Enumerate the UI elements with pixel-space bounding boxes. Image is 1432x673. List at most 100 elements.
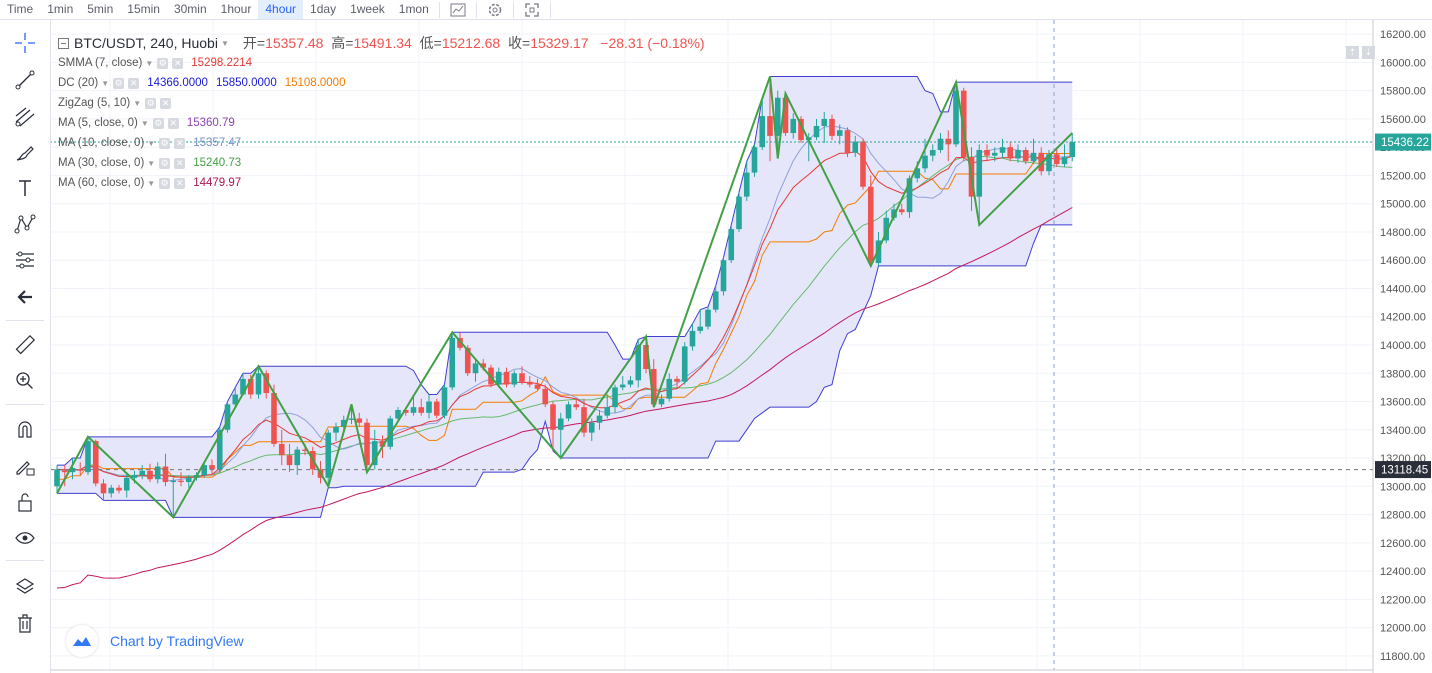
smma-line (56, 150, 1073, 478)
tf-5min[interactable]: 5min (87, 2, 114, 16)
indicator-name[interactable]: MA (10, close, 0) (58, 137, 145, 149)
tf-15min[interactable]: 15min (127, 2, 160, 16)
candle-body (147, 470, 153, 480)
candle-body (705, 309, 711, 327)
tf-30min[interactable]: 30min (173, 2, 207, 16)
settings-icon[interactable]: ⚙ (157, 57, 169, 69)
candle-body (929, 150, 936, 156)
forecast-icon[interactable] (10, 245, 40, 275)
scale-up-icon[interactable]: ⇡ (1346, 46, 1359, 59)
candle (1069, 133, 1076, 162)
candle (395, 407, 401, 422)
candle (263, 370, 270, 399)
close-label: 收= (508, 35, 531, 51)
lock-icon[interactable] (10, 487, 40, 517)
donchian-lower-line (57, 224, 1073, 518)
close-icon[interactable]: ✕ (174, 157, 186, 169)
timeframe-bar: Time 1min 5min 15min 30min 1hour 4hour 1… (0, 0, 1432, 20)
trash-icon[interactable] (10, 608, 40, 638)
pattern-icon[interactable] (10, 209, 40, 239)
tf-4hour[interactable]: 4hour (258, 0, 304, 19)
price-axis[interactable]: 11800.00 12000.00 12200.00 12400.00 12600.00… (1380, 29, 1426, 663)
candle (92, 439, 99, 487)
indicator-value: 15357.47 (193, 137, 242, 149)
close-icon[interactable]: ✕ (172, 57, 184, 69)
symbol-title[interactable]: BTC/USDT, 240, Huobi (74, 35, 218, 51)
indicator-row: MA (30, close, 0) ▼ ⚙ ✕ 15240.73 (58, 153, 705, 173)
indicator-name[interactable]: DC (20) (58, 77, 99, 89)
candle (426, 394, 432, 419)
candle-body (123, 477, 130, 491)
settings-icon[interactable] (480, 0, 510, 19)
close-icon[interactable]: ✕ (174, 137, 186, 149)
tf-1hour[interactable]: 1hour (220, 2, 252, 16)
candle-body (340, 419, 347, 427)
tf-1day[interactable]: 1day (310, 2, 337, 16)
indicator-name[interactable]: ZigZag (5, 10) (58, 97, 131, 109)
brush-icon[interactable] (10, 138, 40, 168)
collapse-icon[interactable] (58, 37, 69, 49)
indicator-value: 15850.0000 (215, 77, 277, 89)
chevron-down-icon[interactable]: ▼ (101, 78, 110, 88)
close-icon[interactable]: ✕ (128, 77, 140, 89)
chevron-down-icon[interactable]: ▼ (133, 98, 142, 108)
candle-body (759, 116, 766, 148)
candle-body (224, 404, 231, 430)
eye-icon[interactable] (10, 523, 40, 553)
candle (867, 175, 874, 266)
fib-icon[interactable] (10, 102, 40, 132)
chevron-down-icon[interactable]: ▼ (147, 138, 156, 148)
candle (705, 306, 711, 330)
settings-icon[interactable]: ⚙ (159, 177, 171, 189)
chart-style-icon[interactable] (443, 0, 473, 19)
chevron-down-icon[interactable]: ▼ (147, 178, 156, 188)
price-tick-label: 15000.00 (1380, 199, 1426, 211)
candle (712, 285, 719, 313)
candle (534, 378, 541, 391)
lock-drawing-icon[interactable] (10, 451, 40, 481)
magnet-icon[interactable] (10, 415, 40, 445)
indicator-name[interactable]: SMMA (7, close) (58, 57, 143, 69)
settings-icon[interactable]: ⚙ (159, 137, 171, 149)
candle-body (542, 388, 549, 405)
settings-icon[interactable]: ⚙ (113, 77, 125, 89)
scale-down-icon[interactable]: ⇣ (1362, 46, 1375, 59)
chevron-down-icon[interactable]: ▼ (145, 58, 154, 68)
candle (813, 118, 820, 141)
close-icon[interactable]: ✕ (167, 117, 179, 129)
settings-icon[interactable]: ⚙ (152, 117, 164, 129)
indicator-value: 15240.73 (193, 157, 242, 169)
chevron-down-icon[interactable]: ▼ (147, 158, 156, 168)
candle (829, 114, 835, 141)
trend-line-icon[interactable] (10, 65, 40, 95)
tf-1mon[interactable]: 1mon (398, 2, 429, 16)
settings-icon[interactable]: ⚙ (159, 157, 171, 169)
close-icon[interactable]: ✕ (160, 97, 172, 109)
chevron-down-icon[interactable]: ▼ (220, 38, 229, 48)
candle-body (263, 373, 270, 394)
candle (519, 366, 525, 385)
layers-icon[interactable] (10, 572, 40, 602)
tf-1min[interactable]: 1min (47, 2, 74, 16)
scale-buttons: ⇡ ⇣ (1343, 46, 1375, 59)
chevron-down-icon[interactable]: ▼ (140, 118, 149, 128)
fullscreen-icon[interactable] (517, 0, 547, 19)
candle-body (720, 260, 727, 292)
tradingview-brand[interactable]: Chart by TradingView (66, 625, 244, 657)
crosshair-price-text: 13118.45 (1381, 465, 1428, 477)
candle (503, 367, 510, 388)
back-arrow-icon[interactable] (10, 282, 40, 312)
close-icon[interactable]: ✕ (174, 177, 186, 189)
tf-time[interactable]: Time (7, 2, 34, 16)
candle (410, 395, 417, 416)
settings-icon[interactable]: ⚙ (145, 97, 157, 109)
ruler-icon[interactable] (10, 330, 40, 360)
tf-1week[interactable]: 1week (350, 2, 385, 16)
text-icon[interactable] (10, 173, 40, 203)
crosshair-icon[interactable] (10, 28, 40, 58)
zoom-icon[interactable] (10, 366, 40, 396)
indicator-name[interactable]: MA (5, close, 0) (58, 117, 138, 129)
indicator-name[interactable]: MA (30, close, 0) (58, 157, 145, 169)
indicator-name[interactable]: MA (60, close, 0) (58, 177, 145, 189)
